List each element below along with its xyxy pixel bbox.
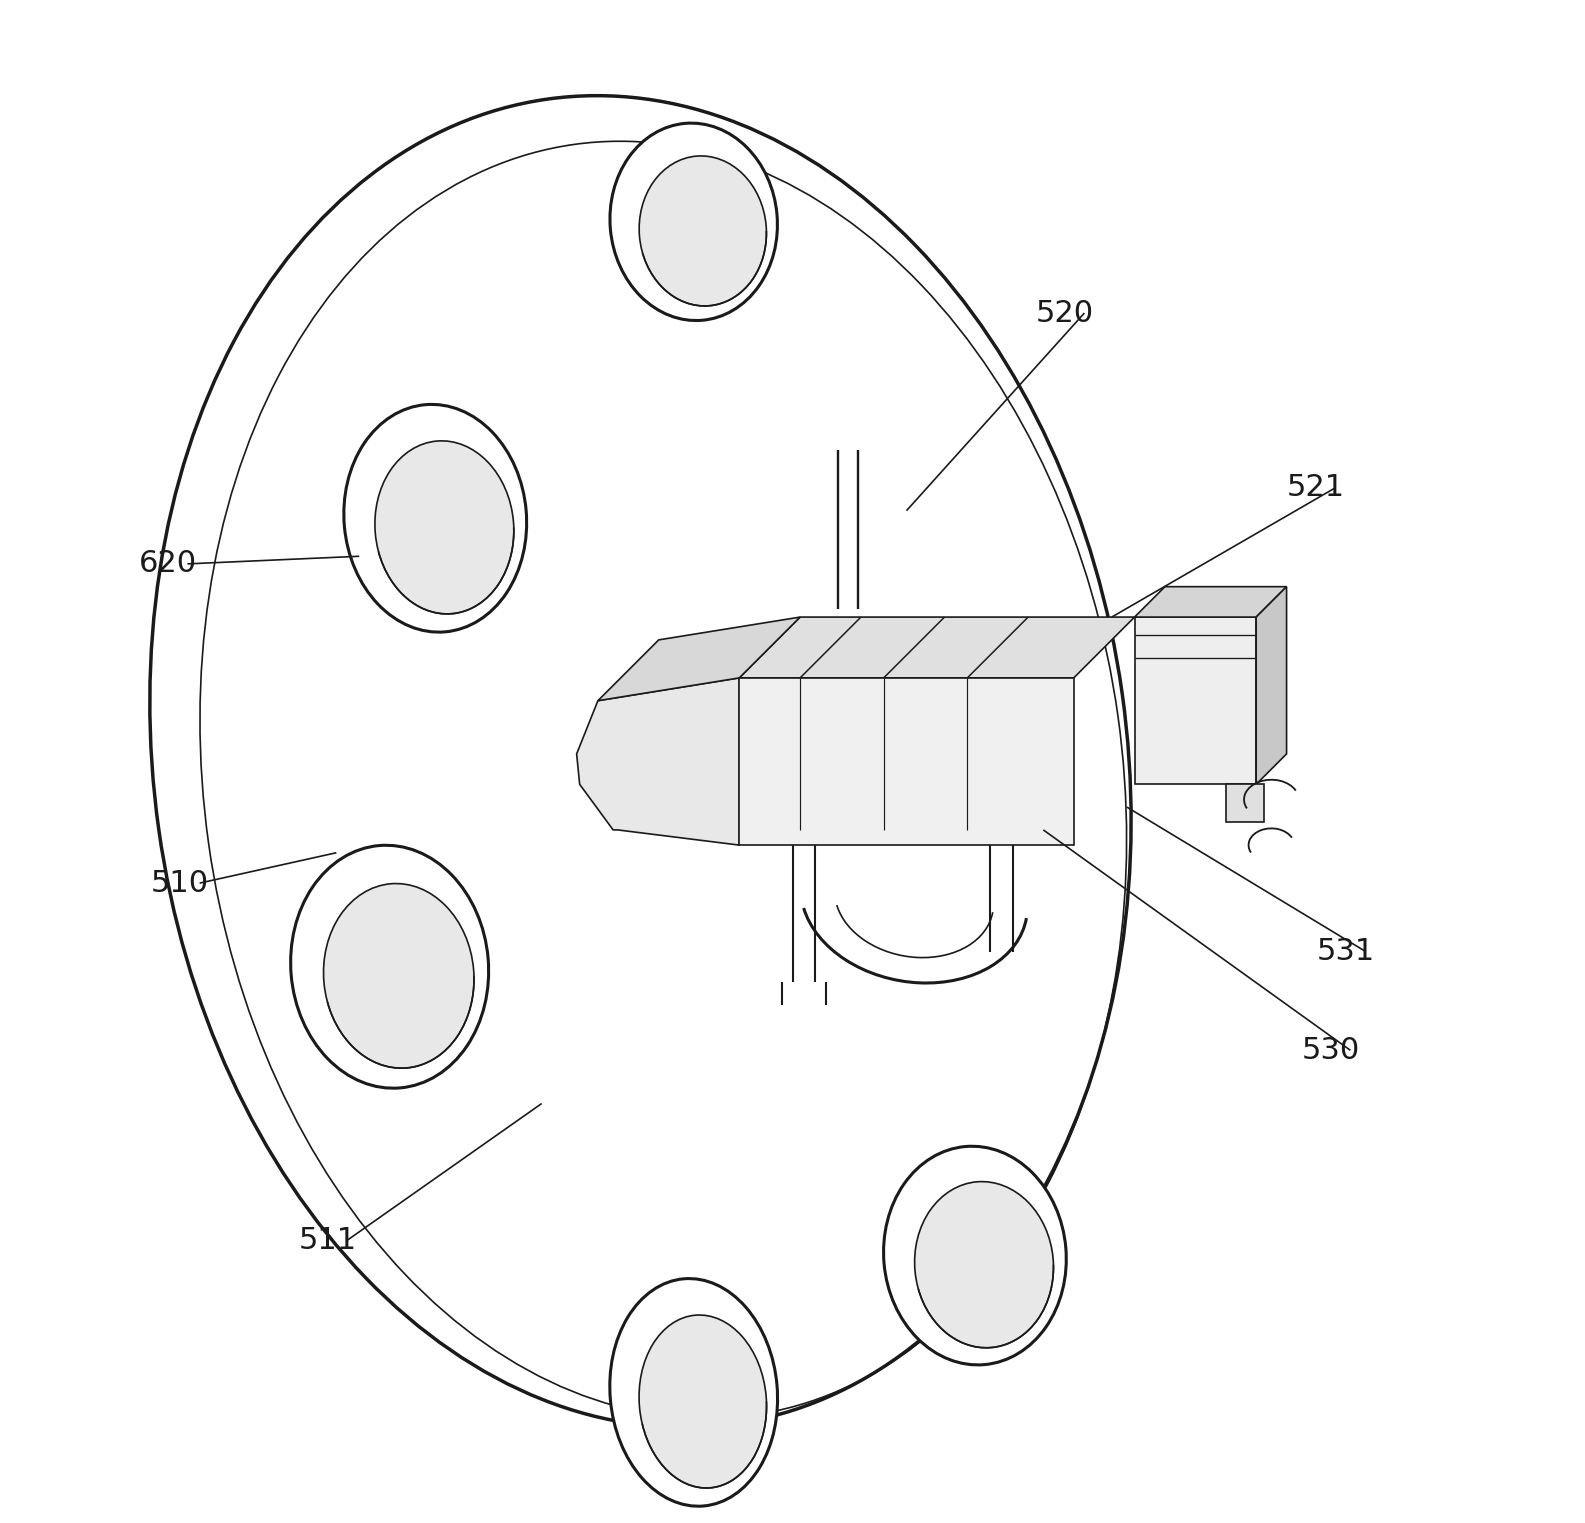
Ellipse shape: [639, 1314, 767, 1488]
Text: 511: 511: [298, 1226, 357, 1255]
Polygon shape: [1257, 586, 1287, 784]
Text: 510: 510: [151, 868, 209, 897]
Text: 521: 521: [1287, 474, 1344, 503]
Polygon shape: [1225, 784, 1263, 822]
Ellipse shape: [610, 1279, 778, 1506]
Ellipse shape: [610, 123, 777, 320]
Polygon shape: [739, 617, 1135, 678]
Text: 520: 520: [1035, 299, 1094, 327]
Ellipse shape: [290, 845, 488, 1089]
Ellipse shape: [344, 405, 526, 632]
Polygon shape: [598, 617, 800, 701]
Text: 531: 531: [1317, 937, 1376, 966]
Polygon shape: [1135, 586, 1287, 617]
Polygon shape: [1135, 617, 1257, 784]
Text: 620: 620: [139, 550, 197, 579]
Ellipse shape: [883, 1147, 1067, 1365]
Ellipse shape: [323, 883, 474, 1068]
Ellipse shape: [151, 96, 1132, 1427]
Polygon shape: [577, 678, 739, 845]
Ellipse shape: [376, 440, 514, 614]
Ellipse shape: [639, 155, 767, 306]
Ellipse shape: [915, 1182, 1054, 1348]
Polygon shape: [739, 678, 1073, 845]
Text: 530: 530: [1301, 1036, 1360, 1065]
